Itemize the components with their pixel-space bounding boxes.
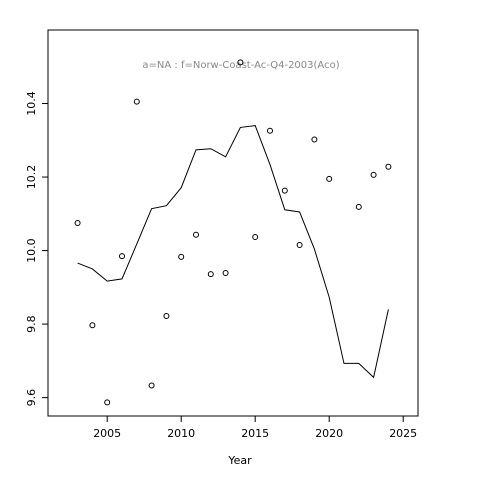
line (77, 125, 389, 379)
point (133, 98, 140, 105)
point (178, 253, 185, 260)
chart-title: a=NA : f=Norw-Coast-Ac-Q4-2003(Aco) (142, 60, 339, 71)
point (119, 253, 125, 260)
point (355, 203, 362, 210)
point (281, 187, 288, 194)
point (296, 242, 303, 249)
point (267, 127, 273, 134)
point (163, 313, 170, 320)
point (193, 231, 199, 238)
x-tick-label: 2010 (167, 427, 195, 440)
x-tick-label: 2015 (241, 427, 269, 440)
point (237, 59, 244, 66)
point (311, 136, 318, 143)
point (222, 269, 229, 276)
point (74, 220, 81, 226)
y-tick-label: 10.2 (25, 165, 38, 190)
x-tick-label: 2020 (315, 427, 343, 440)
y-tick-label: 9.8 (25, 315, 38, 333)
point (89, 322, 96, 329)
y-tick-label: 10.4 (25, 91, 38, 116)
point (252, 233, 259, 240)
plot-frame (47, 29, 419, 417)
x-tick-label: 2005 (93, 427, 121, 440)
point (104, 399, 111, 406)
y-tick-label: 9.6 (25, 389, 38, 407)
point (326, 175, 333, 182)
point (370, 171, 377, 178)
x-tick-label: 2025 (389, 427, 417, 440)
x-axis-label: Year (227, 454, 252, 467)
point (207, 271, 214, 278)
y-tick-label: 10.0 (25, 238, 38, 262)
point (148, 382, 155, 389)
point (385, 163, 392, 170)
